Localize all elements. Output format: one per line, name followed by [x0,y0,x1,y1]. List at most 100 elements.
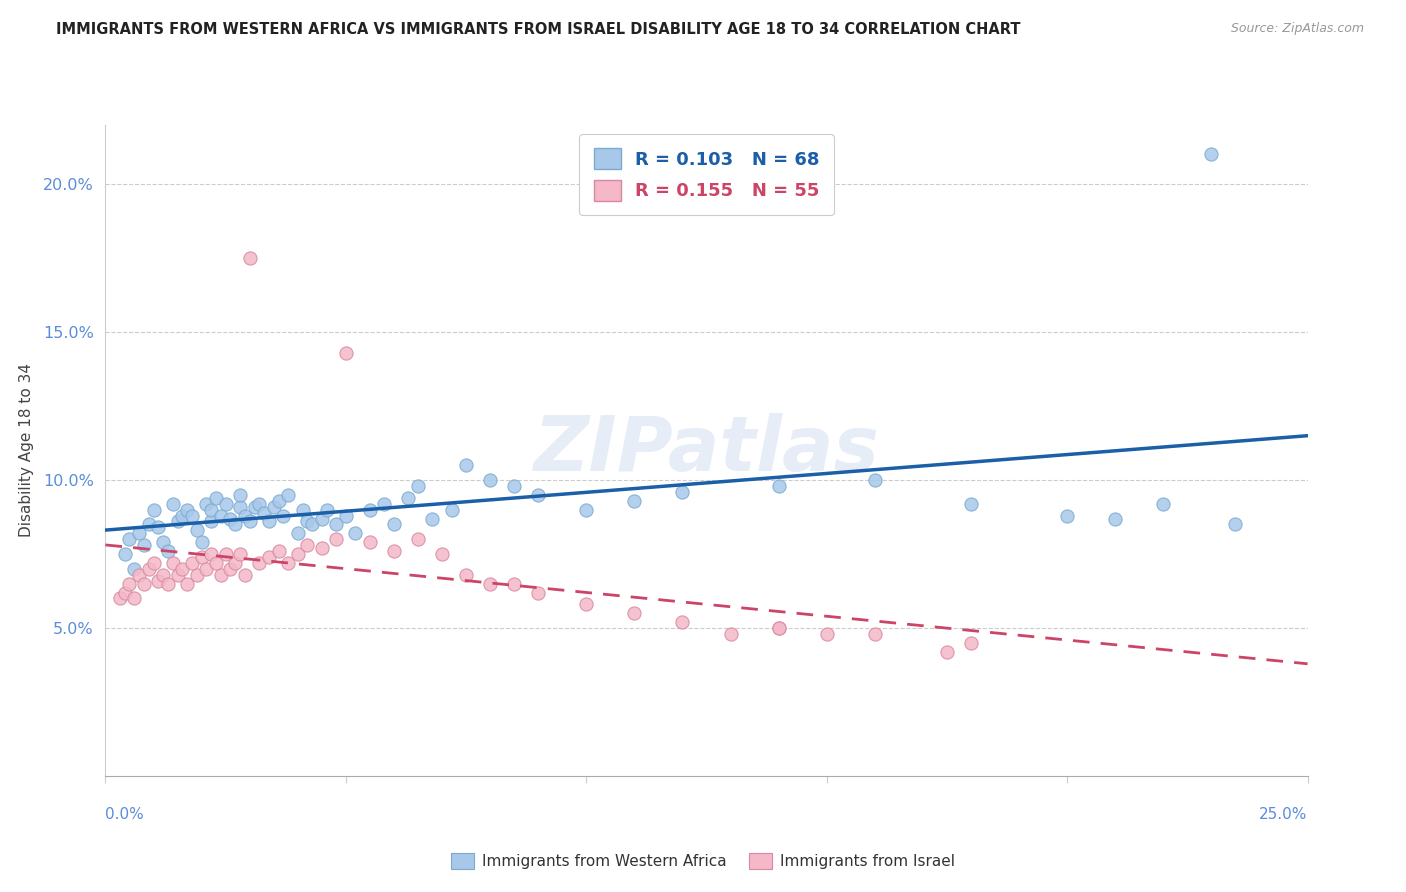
Point [960,636,983,650]
Point [162,556,184,570]
Point [239,515,262,529]
Point [527,585,550,599]
Point [229,488,252,502]
Point [315,502,337,516]
Point [219,511,242,525]
Point [219,562,242,576]
Point [152,567,174,582]
Point [503,576,526,591]
Point [1152,497,1174,511]
Point [382,517,405,532]
Point [575,502,598,516]
Point [325,533,347,547]
Point [311,541,333,555]
Point [176,576,198,591]
Point [142,556,165,570]
Point [373,497,395,511]
Point [253,506,276,520]
Point [156,544,179,558]
Point [359,502,381,516]
Point [142,502,165,516]
Point [229,547,252,561]
Point [430,547,453,561]
Text: 25.0%: 25.0% [1260,807,1308,822]
Point [214,497,236,511]
Point [1201,147,1223,161]
Point [243,500,266,514]
Text: 0.0%: 0.0% [105,807,145,822]
Point [108,591,131,606]
Point [224,517,246,532]
Point [671,484,693,499]
Point [214,547,236,561]
Point [768,621,790,635]
Point [200,515,222,529]
Point [297,538,319,552]
Point [479,576,502,591]
Point [152,535,174,549]
Text: Source: ZipAtlas.com: Source: ZipAtlas.com [1230,22,1364,36]
Point [720,627,742,641]
Point [132,576,155,591]
Point [118,576,141,591]
Point [291,502,314,516]
Point [156,576,179,591]
Point [166,567,188,582]
Point [301,517,323,532]
Point [454,458,477,473]
Point [186,567,208,582]
Point [138,517,160,532]
Point [124,591,146,606]
Point [124,562,146,576]
Point [205,491,228,505]
Point [406,533,429,547]
Point [128,567,150,582]
Point [128,526,150,541]
Point [527,488,550,502]
Point [454,567,477,582]
Point [287,526,309,541]
Point [172,562,194,576]
Point [138,562,160,576]
Point [768,479,790,493]
Point [335,508,357,523]
Point [273,508,295,523]
Point [335,346,357,360]
Point [863,627,886,641]
Point [209,508,232,523]
Point [239,251,262,265]
Legend: R = 0.103   N = 68, R = 0.155   N = 55: R = 0.103 N = 68, R = 0.155 N = 55 [579,134,834,215]
Point [118,533,141,547]
Point [671,615,693,629]
Point [325,517,347,532]
Point [200,547,222,561]
Point [162,497,184,511]
Point [172,508,194,523]
Point [960,497,983,511]
Point [267,493,290,508]
Point [440,502,463,516]
Point [768,621,790,635]
Point [479,473,502,487]
Point [195,497,218,511]
Point [148,520,170,534]
Point [277,556,299,570]
Point [233,508,256,523]
Point [148,574,170,588]
Point [297,515,319,529]
Point [229,500,252,514]
Point [815,627,838,641]
Point [200,502,222,516]
Point [396,491,419,505]
Point [287,547,309,561]
Point [257,515,280,529]
Point [195,562,218,576]
Point [406,479,429,493]
Point [623,493,645,508]
Point [382,544,405,558]
Point [344,526,367,541]
Point [263,500,285,514]
Y-axis label: Disability Age 18 to 34: Disability Age 18 to 34 [20,363,34,538]
Point [186,524,208,538]
Point [311,511,333,525]
